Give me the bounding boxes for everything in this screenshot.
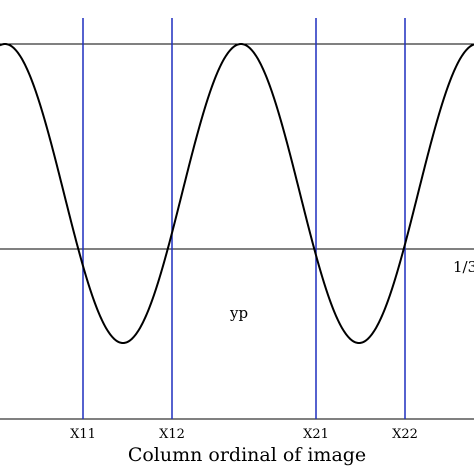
curve-label: yp (229, 304, 248, 322)
crossing-label-x12: X12 (159, 427, 185, 442)
crossing-label-x22: X22 (392, 427, 418, 442)
crossing-lines (82, 18, 406, 419)
crossing-label-x21: X21 (303, 427, 329, 442)
x-axis-title: Column ordinal of image (128, 444, 366, 466)
level-label: 1/3 (453, 258, 474, 276)
periodic-curve (0, 42, 474, 345)
crossing-label-x11: X11 (70, 427, 96, 442)
